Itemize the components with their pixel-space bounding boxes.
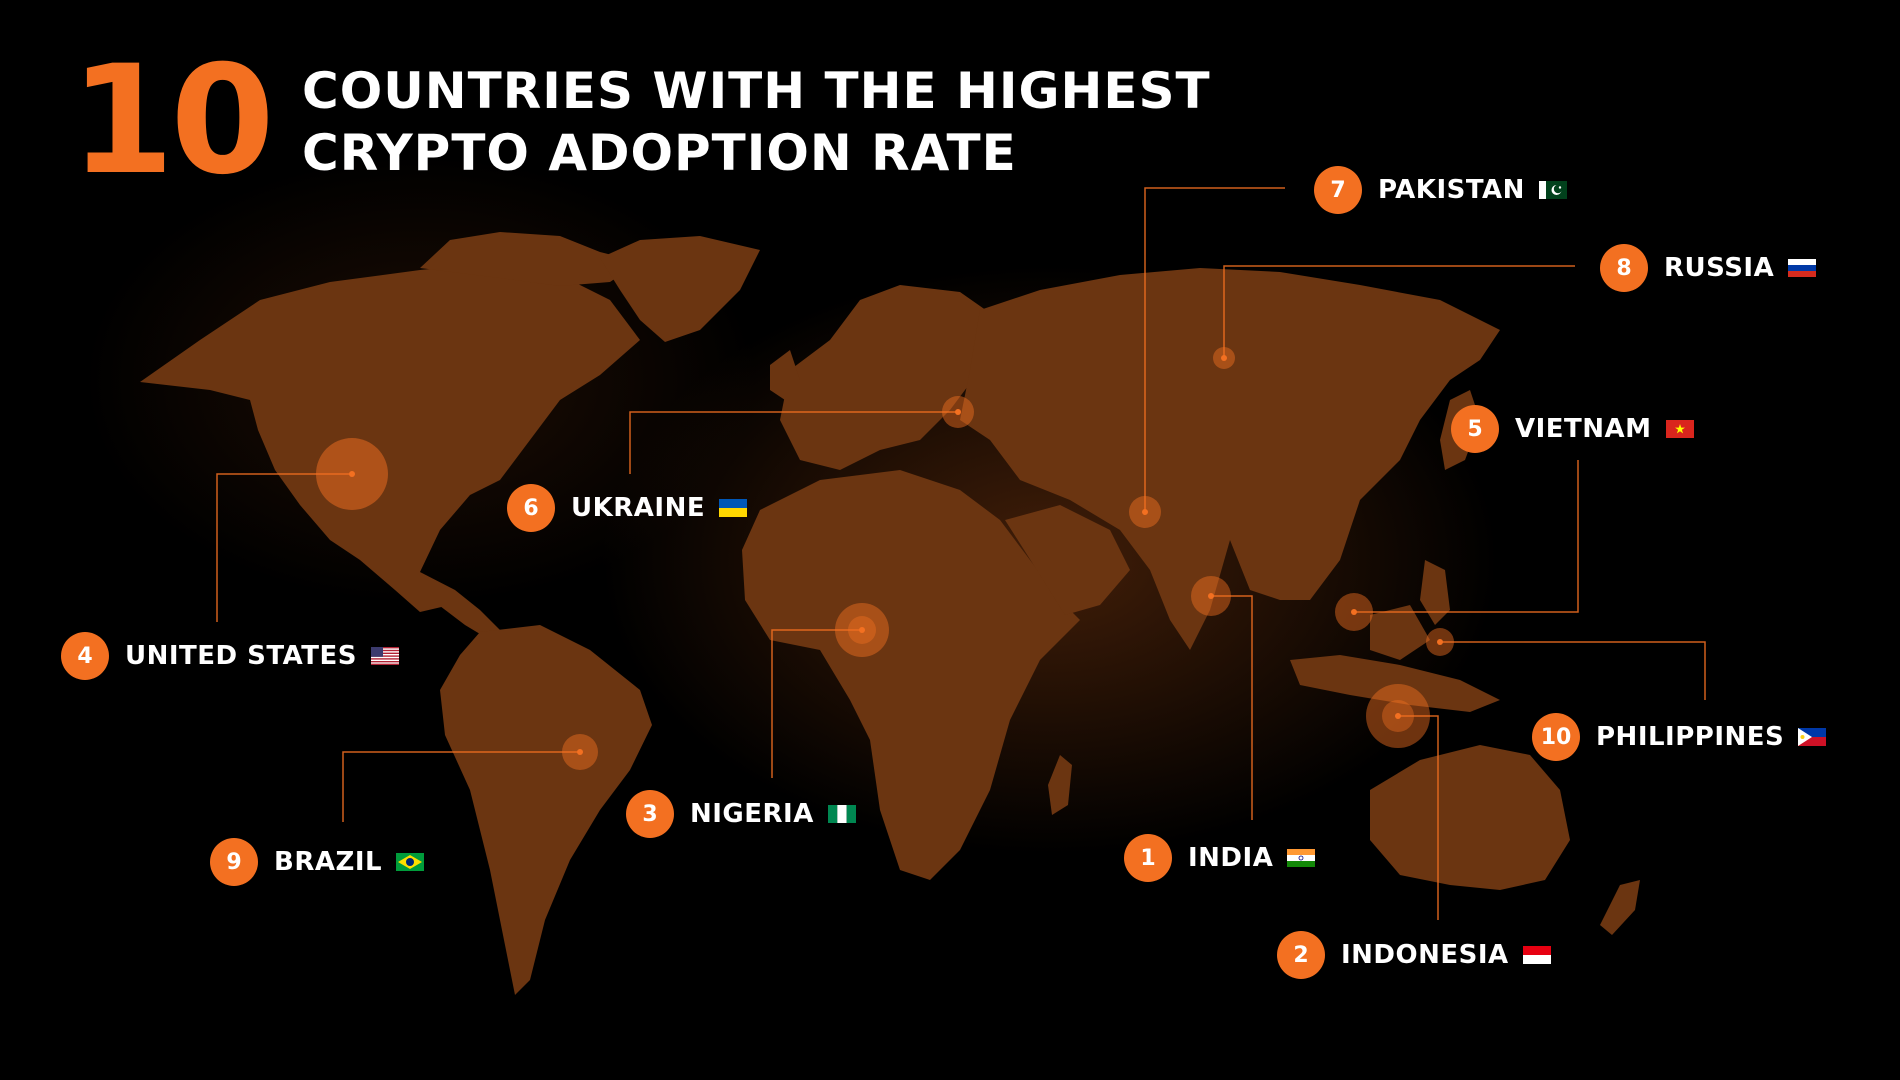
country-label-united-states: 4 UNITED STATES: [61, 632, 399, 680]
country-label-nigeria: 3 NIGERIA: [626, 790, 856, 838]
rank-badge: 5: [1451, 405, 1499, 453]
vietnam-flag-icon: [1665, 420, 1694, 438]
rank-badge: 10: [1532, 713, 1580, 761]
country-label-russia: 8 RUSSIA: [1600, 244, 1817, 292]
asia-landmass: [960, 268, 1500, 650]
title-line-1: COUNTRIES WITH THE HIGHEST: [302, 62, 1211, 120]
marker-dot-russia: [1221, 355, 1227, 361]
uk-landmass: [770, 350, 800, 400]
marker-dot-india: [1208, 593, 1214, 599]
country-label-india: 1 INDIA: [1124, 834, 1316, 882]
country-label-brazil: 9 BRAZIL: [210, 838, 425, 886]
country-name: UNITED STATES: [125, 641, 357, 671]
marker-dot-united-states: [349, 471, 355, 477]
marker-dot-ukraine: [955, 409, 961, 415]
country-name: INDIA: [1188, 843, 1274, 873]
rank-badge: 9: [210, 838, 258, 886]
marker-dot-pakistan: [1142, 509, 1148, 515]
africa-landmass: [742, 470, 1080, 880]
brazil-flag-icon: [396, 853, 425, 871]
page-title: COUNTRIES WITH THE HIGHEST CRYPTO ADOPTI…: [302, 60, 1211, 184]
marker-dot-philippines: [1437, 639, 1443, 645]
indonesia-islands: [1290, 655, 1500, 712]
country-label-pakistan: 7 PAKISTAN: [1314, 166, 1567, 214]
philippines-flag-icon: [1798, 728, 1827, 746]
country-name: INDONESIA: [1341, 940, 1509, 970]
title-line-2: CRYPTO ADOPTION RATE: [302, 124, 1017, 182]
country-name: NIGERIA: [690, 799, 814, 829]
country-name: VIETNAM: [1515, 414, 1652, 444]
pakistan-flag-icon: [1538, 181, 1567, 199]
europe-landmass: [780, 285, 1000, 470]
rank-badge: 4: [61, 632, 109, 680]
rank-badge: 3: [626, 790, 674, 838]
rank-badge: 8: [1600, 244, 1648, 292]
country-name: PAKISTAN: [1378, 175, 1525, 205]
new-zealand-landmass: [1600, 880, 1640, 935]
philippines-islands: [1420, 560, 1450, 625]
indonesia-flag-icon: [1522, 946, 1551, 964]
connector-nigeria: [771, 629, 862, 778]
country-name: UKRAINE: [571, 493, 706, 523]
country-name: BRAZIL: [274, 847, 383, 877]
rank-badge: 6: [507, 484, 555, 532]
north-america-landmass: [140, 262, 640, 612]
country-label-ukraine: 6 UKRAINE: [507, 484, 748, 532]
rank-badge: 2: [1277, 931, 1325, 979]
connector-india: [1211, 595, 1253, 820]
greenland-landmass: [600, 236, 760, 342]
connector-russia: [1223, 265, 1575, 358]
borneo-landmass: [1370, 605, 1430, 660]
country-name: PHILIPPINES: [1596, 722, 1785, 752]
australia-landmass: [1370, 745, 1570, 890]
continents: [140, 232, 1640, 995]
connector-ukraine: [629, 411, 958, 474]
south-america-landmass: [440, 625, 652, 995]
india-flag-icon: [1287, 849, 1316, 867]
big-number-ten: 10: [70, 34, 275, 208]
connector-philippines: [1440, 641, 1706, 700]
marker-dot-brazil: [577, 749, 583, 755]
country-label-philippines: 10 PHILIPPINES: [1532, 713, 1827, 761]
russia-flag-icon: [1788, 259, 1817, 277]
connector-vietnam: [1354, 460, 1579, 613]
country-name: RUSSIA: [1664, 253, 1775, 283]
madagascar-landmass: [1048, 755, 1072, 815]
country-label-vietnam: 5 VIETNAM: [1451, 405, 1694, 453]
arctic-islands: [420, 232, 640, 286]
marker-dot-nigeria: [859, 627, 865, 633]
nigeria-flag-icon: [827, 805, 856, 823]
rank-badge: 1: [1124, 834, 1172, 882]
ukraine-flag-icon: [719, 499, 748, 517]
location-markers: [316, 347, 1454, 770]
connector-united-states: [216, 473, 352, 622]
connector-lines: [216, 187, 1706, 920]
central-america-landmass: [420, 572, 500, 640]
marker-dot-vietnam: [1351, 609, 1357, 615]
connector-pakistan: [1144, 187, 1285, 512]
connector-indonesia: [1398, 715, 1439, 920]
country-label-indonesia: 2 INDONESIA: [1277, 931, 1551, 979]
rank-badge: 7: [1314, 166, 1362, 214]
marker-dot-indonesia: [1395, 713, 1401, 719]
arabia-landmass: [1005, 505, 1130, 615]
connector-brazil: [342, 751, 580, 822]
united-states-flag-icon: [370, 647, 399, 665]
